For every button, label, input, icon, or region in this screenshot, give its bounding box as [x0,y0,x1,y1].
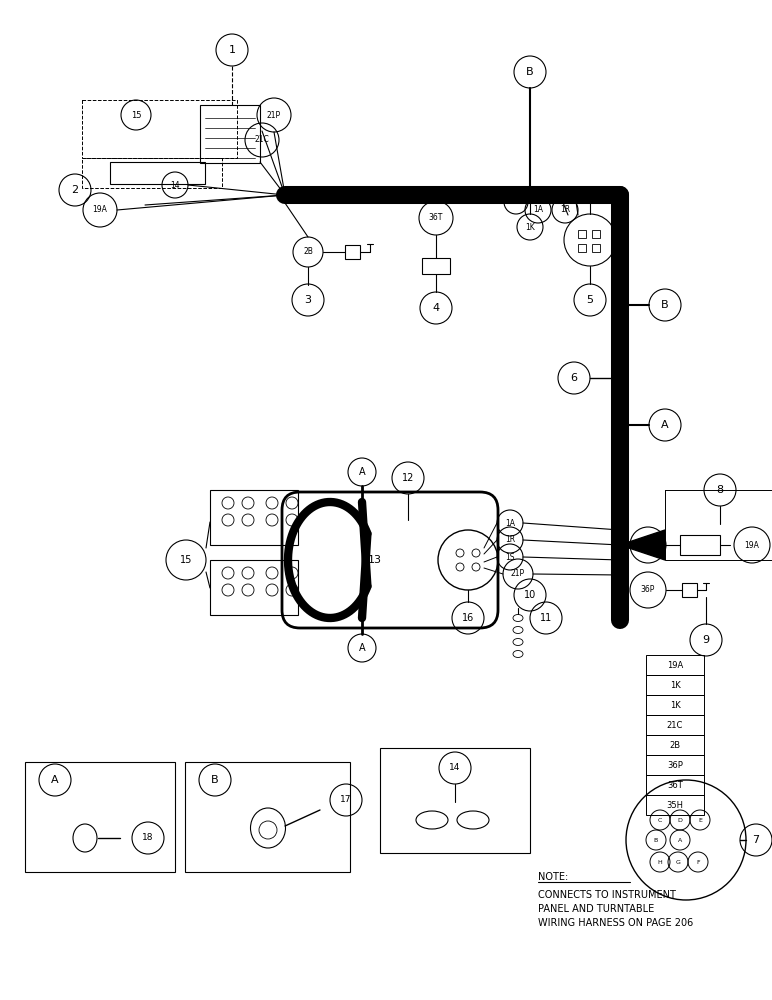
Text: 8: 8 [716,485,723,495]
Bar [210,560,298,615]
Bar [646,795,704,815]
Bar [646,675,704,695]
Bar [200,105,260,163]
Text: F: F [696,859,699,864]
Text: 4: 4 [432,303,439,313]
Text: 17: 17 [340,796,352,804]
Bar [380,748,530,853]
Text: 10: 10 [524,590,536,600]
Text: 14: 14 [170,180,180,190]
Bar [422,258,450,274]
Bar [646,715,704,735]
Bar [646,655,704,675]
Text: 15: 15 [130,110,141,119]
Bar [646,735,704,755]
Text: NOTE:: NOTE: [538,872,568,882]
Text: 3: 3 [304,295,311,305]
Bar [592,230,600,238]
Bar [646,755,704,775]
Text: 14: 14 [512,199,520,205]
Bar [646,695,704,715]
Bar [82,100,237,158]
Text: A: A [359,467,365,477]
Text: A: A [678,838,682,842]
Text: 11: 11 [540,613,552,623]
Bar [578,230,586,238]
Bar [578,244,586,252]
Text: G: G [676,859,680,864]
Text: 19A: 19A [667,660,683,670]
Bar [210,490,298,545]
Text: 19A: 19A [93,206,107,215]
Text: 1R: 1R [505,536,515,544]
Text: 1S: 1S [505,552,515,562]
Text: 18: 18 [142,834,154,842]
Text: 14: 14 [449,764,461,772]
Text: 7: 7 [753,835,760,845]
Text: 19A: 19A [744,540,760,550]
Text: CONNECTS TO INSTRUMENT
PANEL AND TURNTABLE
WIRING HARNESS ON PAGE 206: CONNECTS TO INSTRUMENT PANEL AND TURNTAB… [538,890,693,928]
Text: 1K: 1K [669,700,680,710]
Text: D: D [678,818,682,822]
Text: 36T: 36T [428,214,443,223]
Text: 21C: 21C [255,135,269,144]
Bar [680,535,720,555]
Bar [82,158,222,188]
Text: 1R: 1R [560,206,570,215]
Bar [646,775,704,795]
Text: 13: 13 [368,555,382,565]
Text: 35H: 35H [640,540,655,550]
Polygon shape [620,530,665,560]
Text: 1K: 1K [669,680,680,690]
Text: 15: 15 [180,555,192,565]
Text: 21C: 21C [667,720,683,730]
Text: 2: 2 [72,185,79,195]
Text: 16: 16 [462,613,474,623]
Bar [110,162,205,184]
Bar [185,762,350,872]
Text: B: B [212,775,218,785]
Text: B: B [654,838,658,842]
Bar [345,245,360,259]
Text: 1K: 1K [525,223,535,232]
Text: H: H [658,859,662,864]
Text: 21P: 21P [511,570,525,578]
Bar [682,583,697,597]
Text: 1A: 1A [505,518,515,528]
Text: 36T: 36T [667,780,683,790]
Text: 1: 1 [229,45,235,55]
Text: 6: 6 [571,373,577,383]
Text: C: C [658,818,662,822]
Text: B: B [661,300,669,310]
Text: 9: 9 [703,635,709,645]
Text: 2B: 2B [669,740,681,750]
Text: 1A: 1A [533,206,543,215]
Text: 5: 5 [587,295,594,305]
Text: 12: 12 [401,473,415,483]
Text: 21P: 21P [267,110,281,119]
Text: A: A [661,420,669,430]
Bar [592,244,600,252]
Text: A: A [359,643,365,653]
Text: 36P: 36P [641,585,655,594]
Bar [665,490,772,560]
Text: B: B [527,67,533,77]
Text: 35H: 35H [666,800,683,810]
Text: E: E [698,818,702,822]
Bar [25,762,175,872]
Text: 36P: 36P [667,760,683,770]
Text: 2B: 2B [303,247,313,256]
Text: A: A [51,775,59,785]
